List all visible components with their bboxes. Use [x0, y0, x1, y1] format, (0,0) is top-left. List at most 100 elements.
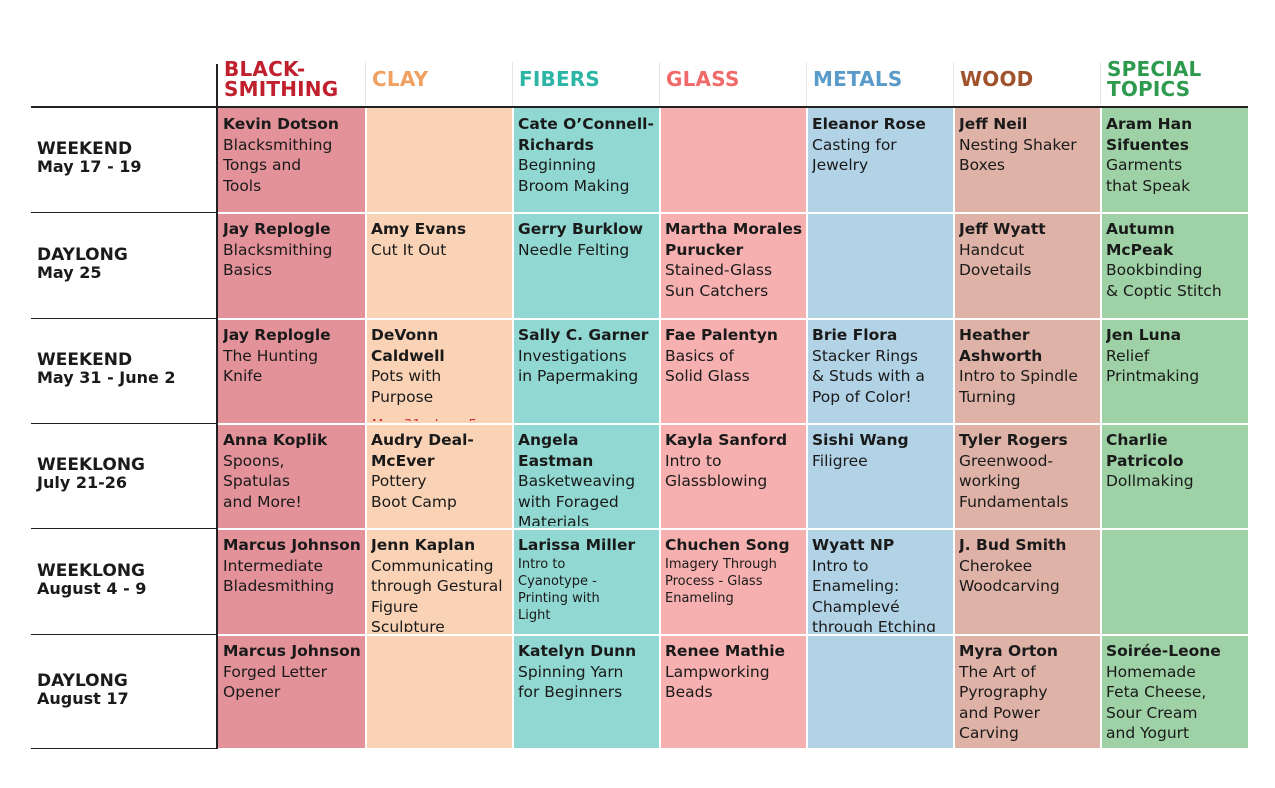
- course-title: Tools: [223, 176, 262, 195]
- course-title: through Gestural: [371, 577, 503, 595]
- row-label: WEEKEND May 17 - 19: [37, 140, 212, 176]
- course-title: Knife: [223, 367, 263, 385]
- class-cell-clay: Audry Deal- McEver Pottery Boot Camp: [371, 430, 511, 526]
- course-title: Spinning Yarn: [518, 662, 624, 681]
- course-title: Process - Glass: [665, 573, 763, 589]
- instructor-name: Wyatt NP: [812, 536, 895, 554]
- course-title: Forged Letter: [223, 662, 328, 681]
- column-header-metals: METALS: [813, 69, 902, 89]
- course-title: & Studs with a: [812, 367, 925, 385]
- class-cell-clay: Amy Evans Cut It Out: [371, 219, 511, 316]
- course-title: Feta Cheese,: [1106, 683, 1207, 701]
- course-title: Filigree: [812, 451, 868, 470]
- course-title: Broom Making: [518, 176, 630, 195]
- instructor-name: Gerry Burklow: [518, 220, 644, 238]
- class-cell-wood: Heather Ashworth Intro to Spindle Turning: [959, 325, 1099, 421]
- class-cell-blacksmithing: Marcus Johnson Intermediate Bladesmithing: [223, 535, 363, 632]
- course-title: for Beginners: [518, 683, 623, 701]
- instructor-name: Angela Eastman: [518, 431, 594, 470]
- label-column-rule: [216, 64, 218, 748]
- course-title: Enameling:: [812, 577, 900, 595]
- column-header-line: GLASS: [666, 67, 740, 91]
- course-title: Fundamentals: [959, 492, 1069, 511]
- row-session-type: WEEKLONG: [37, 455, 146, 475]
- row-session-type: WEEKEND: [37, 350, 133, 370]
- course-title: Sun Catchers: [665, 281, 769, 300]
- class-cell-fibers: Katelyn Dunn Spinning Yarn for Beginners: [518, 641, 658, 746]
- row-divider-white: [218, 212, 1248, 214]
- course-title: Spoons,: [223, 451, 285, 470]
- class-cell-wood: Tyler Rogers Greenwood-working Fundamental…: [959, 430, 1099, 526]
- class-cell-blacksmithing: Anna Koplik Spoons, Spatulas and More!: [223, 430, 363, 526]
- column-header-fibers: FIBERS: [519, 69, 600, 89]
- instructor-name: Kayla Sanford: [665, 431, 788, 449]
- course-title: in Papermaking: [518, 367, 639, 385]
- course-title: Stained-Glass: [665, 261, 773, 279]
- row-session-date: May 31 - June 2: [37, 368, 176, 387]
- course-title: Bookbinding: [1106, 261, 1203, 279]
- class-cell-clay: Jenn Kaplan Communicating through Gestural…: [371, 535, 511, 632]
- row-divider-white: [218, 423, 1248, 425]
- course-title: Intermediate: [223, 556, 324, 575]
- column-divider-white: [1100, 108, 1102, 748]
- row-divider: [31, 528, 218, 529]
- row-label: WEEKLONG August 4 - 9: [37, 562, 212, 598]
- course-title: Basketweaving: [518, 472, 636, 490]
- instructor-name: Amy Evans: [371, 220, 467, 238]
- instructor-name: Martha Morales: [665, 220, 803, 238]
- column-glass-background: [660, 108, 807, 748]
- class-cell-glass: Chuchen Song Imagery Through Process - Gla…: [665, 535, 805, 632]
- column-header-clay: CLAY: [372, 69, 428, 89]
- row-session-type: WEEKEND: [37, 139, 133, 159]
- course-title: Intro to: [518, 556, 566, 572]
- instructor-name: Jay Replogle: [223, 326, 331, 344]
- row-label: DAYLONG May 25: [37, 246, 212, 282]
- row-session-date: May 25: [37, 262, 102, 282]
- course-title: Printing with: [518, 590, 600, 606]
- instructor-name: Marcus Johnson: [223, 642, 361, 660]
- class-cell-glass: Fae Palentyn Basics of Solid Glass: [665, 325, 805, 421]
- instructor-name: Ashworth: [959, 346, 1043, 365]
- course-title: Boot Camp: [371, 492, 457, 511]
- course-title: through Etching: [812, 618, 937, 632]
- row-divider: [31, 423, 218, 424]
- course-title: with Foraged: [518, 492, 619, 511]
- instructor-name: DeVonn Caldwell: [371, 326, 445, 365]
- header-rule: [31, 106, 1248, 108]
- course-title: Glassblowing: [665, 472, 768, 490]
- course-title: Spatulas: [223, 472, 290, 490]
- column-fibers-background: [513, 108, 660, 748]
- row-label: WEEKLONG July 21-26: [37, 456, 212, 492]
- class-cell-blacksmithing: Kevin Dotson Blacksmithing Tongs and Tools: [223, 114, 363, 210]
- course-title: The Art of: [959, 662, 1036, 681]
- bottom-rule: [31, 748, 218, 749]
- instructor-name: Anna Koplik: [223, 431, 328, 449]
- instructor-name: Jeff Neil: [959, 115, 1028, 133]
- course-title: Basics of: [665, 346, 734, 365]
- class-cell-wood: J. Bud Smith Cherokee Woodcarving: [959, 535, 1099, 632]
- column-header-blacksmithing: BLACK- SMITHING: [224, 59, 338, 99]
- course-title: Turning: [959, 387, 1016, 406]
- class-cell-special: Aram Han Sifuentes Garments that Speak: [1106, 114, 1246, 210]
- instructor-name: Kevin Dotson: [223, 115, 339, 133]
- course-title: Enameling: [665, 590, 734, 606]
- instructor-name: Renee Mathie: [665, 642, 786, 660]
- instructor-name: Sishi Wang: [812, 431, 909, 449]
- row-session-date: May 17 - 19: [37, 157, 142, 176]
- instructor-name: Eleanor Rose: [812, 115, 926, 133]
- course-title: & Coptic Stitch: [1106, 281, 1222, 300]
- course-title: Printmaking: [1106, 367, 1200, 385]
- instructor-name: Brie Flora: [812, 326, 898, 344]
- course-title: Casting for: [812, 135, 897, 154]
- column-header-line: FIBERS: [519, 67, 601, 91]
- row-session-date: August 4 - 9: [37, 578, 147, 598]
- course-title: Boxes: [959, 156, 1005, 174]
- course-title: Relief: [1106, 346, 1150, 365]
- column-blacksmithing-background: [218, 108, 365, 748]
- class-cell-special: Soirée-Leone Homemade Feta Cheese, Sour Cre…: [1106, 641, 1246, 746]
- row-divider-white: [218, 528, 1248, 530]
- row-divider: [31, 318, 218, 319]
- class-cell-special: Autumn McPeak Bookbinding & Coptic Stitch: [1106, 219, 1246, 316]
- instructor-name: Jeff Wyatt: [959, 220, 1046, 238]
